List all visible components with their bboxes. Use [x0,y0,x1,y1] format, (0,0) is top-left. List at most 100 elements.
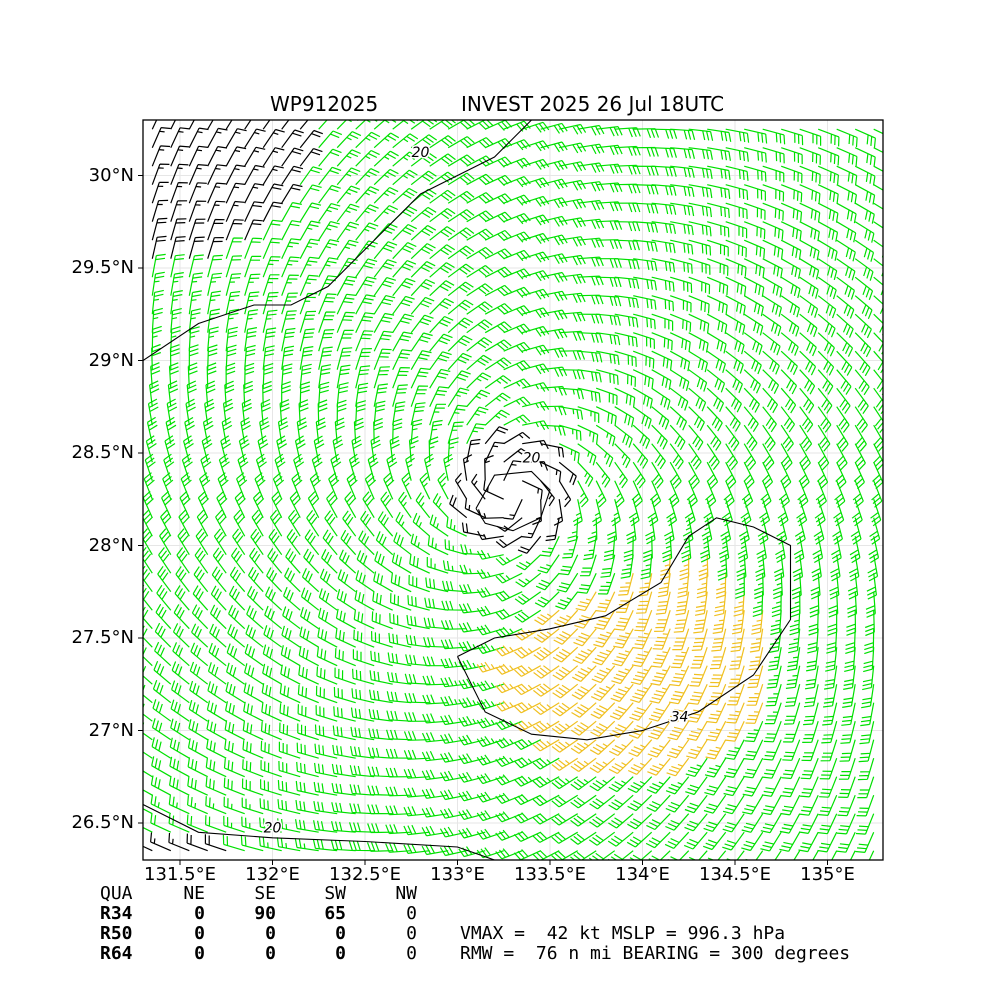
wind-barb [856,794,875,817]
wind-barb [495,811,523,823]
wind-barb [421,788,449,799]
wind-barb [207,662,227,685]
wind-barb [458,771,486,783]
wind-barb [701,517,713,545]
wind-barb [651,147,677,158]
wind-barb [503,498,523,520]
wind-barb [210,585,227,611]
wind-barb [269,509,283,537]
wind-barb [570,757,597,772]
wind-barb [408,436,419,463]
wind-barb [830,554,841,582]
wind-barb [262,380,273,407]
r34-ne: 0 [194,903,205,924]
wind-barb [208,642,227,667]
wind-barb [390,593,412,611]
wind-barb [154,641,172,667]
wind-barb [421,844,449,856]
wind-barb [853,461,865,490]
wind-barb [651,313,674,331]
wind-barb [350,726,375,741]
wind-barb [742,776,764,797]
wind-barb [336,329,354,352]
wind-barb [743,424,758,452]
wind-barb [262,165,284,186]
wind-barb [447,227,475,241]
wind-barb [753,573,764,600]
wind-barb [225,273,242,296]
wind-barb [373,277,396,297]
wind-barb [651,646,671,668]
wind-barb [666,739,690,759]
wind-barb [204,834,227,852]
wind-barb [447,387,470,408]
wind-barb [207,218,225,241]
wind-barb [799,424,813,452]
wind-barb [665,794,690,813]
wind-barb [559,292,586,304]
wind-barb [857,758,875,781]
wind-barb [620,554,634,579]
wind-barb [355,204,379,223]
wind-barb [762,424,776,452]
wind-barb [743,221,766,240]
wind-barb [503,286,531,298]
wind-barb [324,510,338,537]
wind-barb [447,370,471,389]
wind-barb [725,239,747,258]
wind-barb [280,664,301,685]
wind-barb [318,203,341,223]
wind-barb [373,132,400,149]
wind-barb [763,739,782,761]
wind-barb [870,499,882,527]
wind-barb [240,835,264,852]
wind-barb [423,617,449,630]
y-tick-label: 27.5°N [71,627,134,648]
wind-barb [614,164,641,175]
wind-barb [429,351,452,371]
wind-barb [476,587,504,598]
wind-barb [495,737,523,749]
wind-barb [567,517,579,543]
wind-barb [813,517,825,545]
wind-barb [380,491,394,519]
wind-barb [709,647,727,670]
wind-barb [595,387,618,406]
wind-barb [559,273,586,285]
wind-barb [761,776,782,797]
wind-barb [632,628,653,650]
wind-barb [802,721,819,743]
wind-barb [495,829,523,841]
wind-barb [670,147,695,159]
wind-barb [760,831,782,852]
wind-barb [262,147,285,167]
wind-barb [609,702,634,720]
wind-barb [551,794,579,808]
wind-barb [403,787,430,798]
wind-barb [207,326,219,352]
storm-id-title: WP912025 [270,92,379,116]
wind-barb [662,536,673,563]
wind-barb [577,181,605,192]
wind-barb [854,276,874,301]
wind-barb [495,590,523,602]
wind-barb [762,202,784,221]
wind-barb [540,309,568,321]
wind-barb [311,453,323,481]
wind-barb [373,366,390,389]
wind-barb [780,443,793,471]
wind-barb [375,531,394,556]
wind-barb [422,675,449,686]
wind-barb [725,350,744,374]
wind-barb [458,641,486,652]
wind-barb [517,535,542,554]
wind-barb [429,368,451,389]
wind-barb [151,737,172,759]
wind-barb [466,301,493,315]
wind-barb [684,794,708,814]
wind-barb [694,591,708,616]
wind-barb [792,554,804,582]
r64-nw: 0 [406,943,417,964]
wind-barb [318,166,342,186]
wind-barb [725,369,743,394]
